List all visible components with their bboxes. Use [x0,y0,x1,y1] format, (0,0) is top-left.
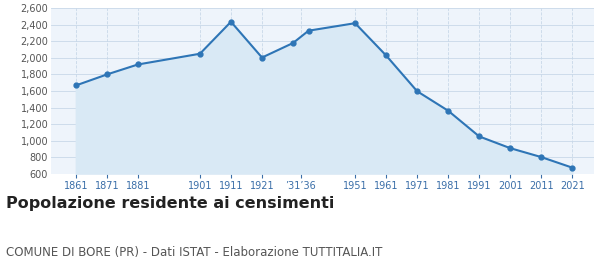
Text: COMUNE DI BORE (PR) - Dati ISTAT - Elaborazione TUTTITALIA.IT: COMUNE DI BORE (PR) - Dati ISTAT - Elabo… [6,246,382,259]
Text: Popolazione residente ai censimenti: Popolazione residente ai censimenti [6,196,334,211]
